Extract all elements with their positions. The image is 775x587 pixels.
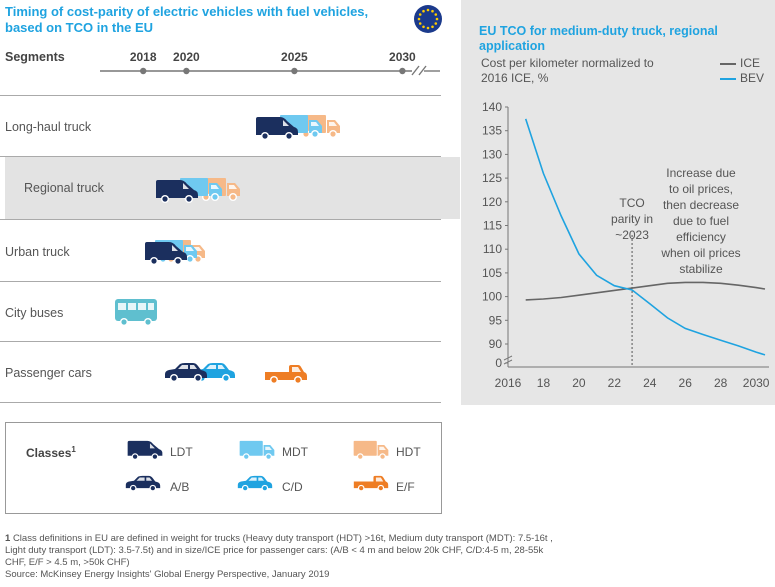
x-tick-label: 22 bbox=[608, 376, 622, 390]
eu-flag-icon bbox=[414, 5, 442, 33]
source-note: Source: McKinsey Energy Insights' Global… bbox=[5, 569, 330, 580]
x-tick-label: 20 bbox=[572, 376, 586, 390]
eu-star bbox=[435, 17, 439, 21]
eu-star bbox=[431, 9, 434, 13]
eu-star bbox=[426, 26, 430, 30]
chart-title: EU TCO for medium-duty truck, regional a… bbox=[479, 24, 718, 53]
row-divider bbox=[0, 156, 441, 157]
legend-label-hdt: HDT bbox=[396, 445, 421, 459]
y-tick-label: 120 bbox=[482, 195, 502, 209]
passenger-car-icons bbox=[165, 363, 235, 382]
row-label-long-haul: Long-haul truck bbox=[5, 120, 92, 134]
passenger-car-ef-icon bbox=[265, 365, 307, 384]
row-divider bbox=[0, 402, 441, 403]
legend-icon-cd bbox=[237, 475, 273, 492]
segments-label: Segments bbox=[5, 50, 65, 64]
eu-star bbox=[418, 13, 422, 16]
y-tick-label: 105 bbox=[482, 266, 502, 280]
row-divider bbox=[0, 219, 441, 220]
legend-icon-mdt bbox=[239, 440, 275, 460]
eu-star bbox=[418, 22, 422, 25]
legend-icon-ldt bbox=[127, 440, 163, 460]
y-tick-label: 110 bbox=[483, 242, 502, 256]
y-tick-label: 135 bbox=[482, 124, 502, 138]
regional-truck-icons bbox=[156, 178, 240, 203]
timeline-year-dot bbox=[183, 67, 190, 75]
eu-star bbox=[426, 8, 430, 12]
y-tick-label: 0 bbox=[495, 356, 502, 370]
eu-star bbox=[434, 22, 438, 25]
legend-label-ab: A/B bbox=[170, 480, 190, 494]
row-label-regional: Regional truck bbox=[24, 181, 104, 195]
legend-label-cd: C/D bbox=[282, 480, 303, 494]
timeline-year-dot bbox=[291, 67, 298, 75]
series-line-bev bbox=[524, 118, 766, 356]
city-bus-icon bbox=[115, 299, 157, 326]
annotation-oil-prices: Increase due to oil prices, then decrease d… bbox=[660, 166, 740, 276]
row-divider bbox=[0, 95, 441, 96]
row-label-passenger-cars: Passenger cars bbox=[5, 366, 92, 380]
eu-star bbox=[434, 13, 438, 16]
y-tick-label: 95 bbox=[489, 313, 503, 327]
timeline-year-label: 2030 bbox=[389, 50, 416, 64]
row-divider bbox=[0, 341, 441, 342]
legend-swatch-bev bbox=[720, 78, 736, 80]
x-tick-label: 2016 bbox=[495, 376, 522, 390]
urban-truck-icons bbox=[145, 240, 205, 265]
series-line-ice bbox=[525, 281, 766, 301]
y-tick-label: 100 bbox=[482, 290, 502, 304]
legend-icon-hdt bbox=[353, 440, 389, 460]
left-title: Timing of cost-parity of electric vehicl… bbox=[5, 4, 369, 35]
legend-label-ef: E/F bbox=[396, 480, 415, 494]
legend-swatch-ice bbox=[720, 63, 736, 65]
chart-panel bbox=[461, 0, 775, 405]
legend-label-bev: BEV bbox=[740, 71, 765, 85]
x-tick-label: 24 bbox=[643, 376, 657, 390]
legend-label-ice: ICE bbox=[740, 56, 761, 70]
legend-label-ldt: LDT bbox=[170, 445, 193, 459]
y-tick-label: 130 bbox=[482, 147, 502, 161]
y-tick-label: 140 bbox=[482, 100, 502, 114]
timeline-year-label: 2018 bbox=[129, 50, 157, 64]
x-tick-label: 28 bbox=[714, 376, 728, 390]
footnote: 1 Class definitions in EU are defined in… bbox=[5, 533, 565, 581]
x-tick-label: 18 bbox=[537, 376, 551, 390]
eu-star bbox=[431, 25, 434, 29]
tco-line-chart: 0 90 95 100 105 110 115 120 125 130 135 140 2016 18 20… bbox=[482, 100, 770, 390]
legend-icon-ef bbox=[353, 475, 389, 492]
row-label-urban: Urban truck bbox=[5, 245, 70, 259]
timeline-axis bbox=[100, 65, 440, 76]
row-label-city-buses: City buses bbox=[5, 306, 64, 320]
eu-star bbox=[422, 25, 425, 29]
legend-label-mdt: MDT bbox=[282, 445, 308, 459]
legend-icon-ab bbox=[125, 475, 161, 492]
timeline-year-label: 2025 bbox=[281, 50, 308, 64]
annotation-parity: TCO parity in ~2023 bbox=[611, 196, 653, 242]
y-tick-label: 125 bbox=[482, 171, 502, 185]
y-tick-label: 115 bbox=[483, 219, 502, 233]
row-divider bbox=[0, 281, 441, 282]
eu-star bbox=[422, 9, 425, 13]
y-tick-label: 90 bbox=[489, 337, 503, 351]
long-haul-truck-icons bbox=[256, 115, 340, 140]
x-tick-label: 2030 bbox=[743, 376, 770, 390]
classes-legend bbox=[5, 422, 442, 514]
timeline-year-label: 2020 bbox=[173, 50, 200, 64]
timeline-year-dot bbox=[399, 67, 406, 75]
timeline-year-dot bbox=[140, 67, 147, 75]
classes-label: Classes1 bbox=[26, 445, 76, 460]
x-tick-label: 26 bbox=[679, 376, 693, 390]
chart-subtitle: Cost per kilometer normalized to 2016 IC… bbox=[481, 56, 654, 85]
eu-star bbox=[417, 17, 421, 21]
